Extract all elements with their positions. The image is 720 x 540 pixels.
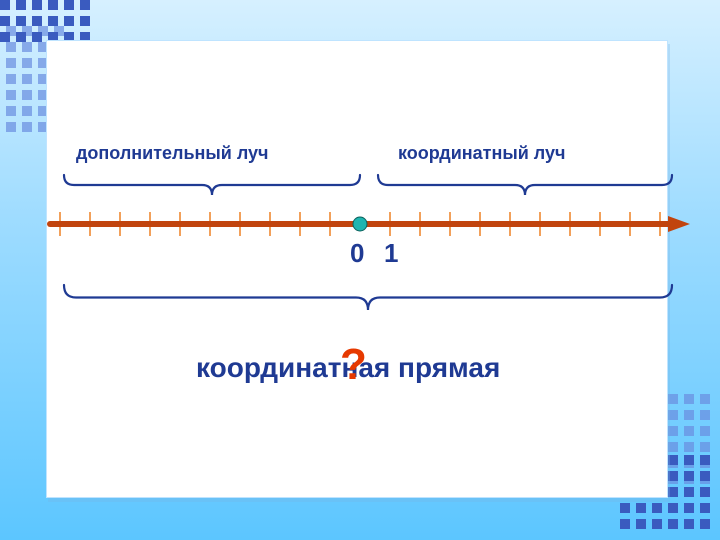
question-mark-icon: ?: [340, 340, 367, 390]
label-supplementary-ray: дополнительный луч: [76, 143, 269, 164]
label-coordinate-ray: координатный луч: [398, 143, 565, 164]
number-line-diagram: [0, 0, 720, 540]
tick-label-one: 1: [384, 238, 398, 269]
tick-label-zero: 0: [350, 238, 364, 269]
